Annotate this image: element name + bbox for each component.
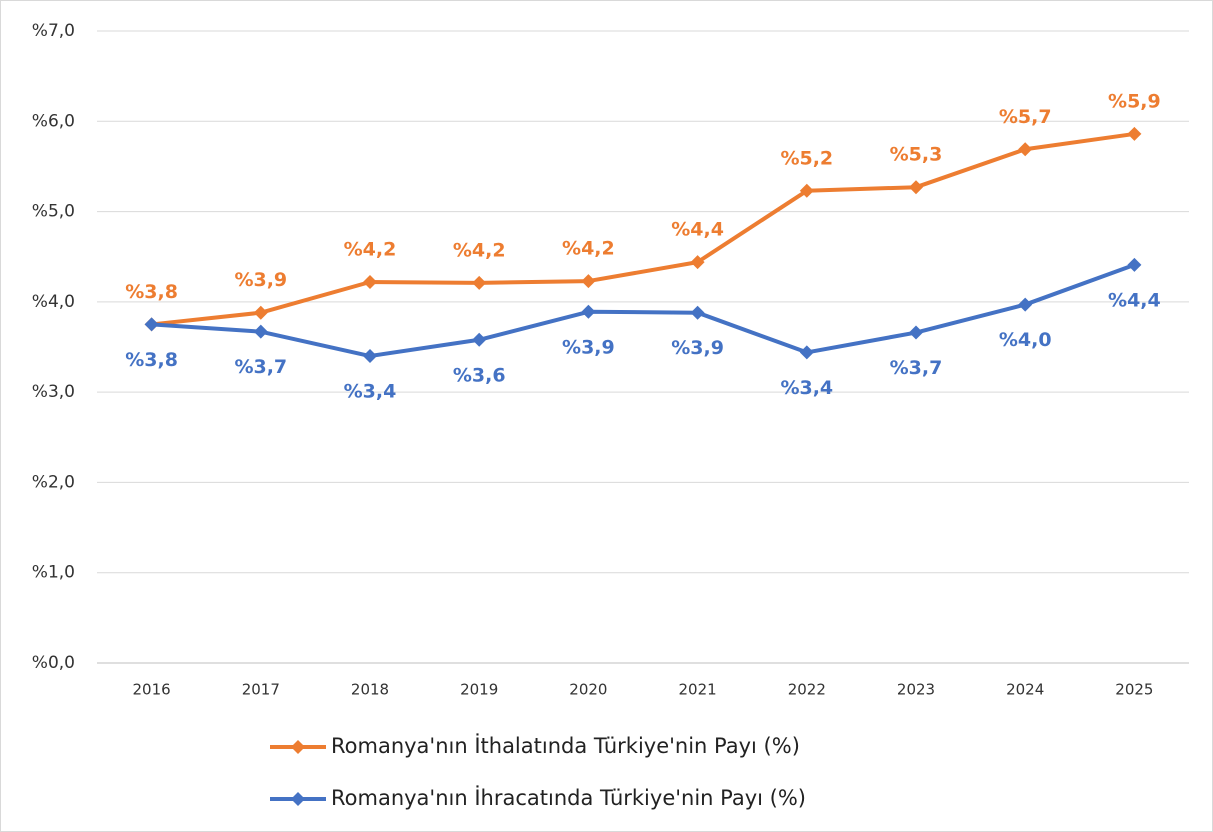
point-marker: [799, 345, 814, 360]
x-tick-label: 2022: [788, 681, 826, 699]
y-tick-label: %7,0: [32, 21, 75, 41]
y-tick-label: %5,0: [32, 202, 75, 222]
x-tick-label: 2021: [679, 681, 717, 699]
x-tick-label: 2020: [569, 681, 607, 699]
point-marker: [690, 255, 705, 270]
y-tick-label: %1,0: [32, 563, 75, 583]
y-tick-label: %3,0: [32, 382, 75, 402]
data-label: %4,0: [999, 329, 1052, 351]
series-line: [151, 262, 1136, 359]
x-tick-label: 2016: [133, 681, 171, 699]
point-marker: [144, 317, 159, 332]
point-marker: [1018, 297, 1033, 312]
point-marker: [472, 275, 487, 290]
data-label: %4,4: [1108, 289, 1161, 311]
point-marker: [581, 274, 596, 289]
data-label: %5,2: [780, 147, 833, 169]
data-label: %4,4: [671, 219, 724, 241]
legend-marker: [291, 792, 305, 806]
point-marker: [363, 349, 377, 364]
legend-label: Romanya'nın İhracatında Türkiye'nin Payı…: [331, 785, 806, 810]
data-label: %3,8: [125, 281, 178, 303]
data-label: %3,7: [890, 357, 943, 379]
data-label: %3,9: [234, 269, 287, 291]
y-tick-label: %2,0: [32, 472, 75, 492]
data-label: %4,2: [344, 238, 397, 260]
legend-label: Romanya'nın İthalatında Türkiye'nin Payı…: [331, 733, 800, 758]
x-tick-label: 2018: [351, 681, 389, 699]
x-tick-label: 2017: [242, 681, 280, 699]
y-tick-label: %4,0: [32, 292, 75, 312]
data-label: %5,3: [890, 144, 943, 166]
point-marker: [253, 305, 268, 320]
data-label: %4,2: [453, 239, 506, 261]
point-marker: [363, 274, 377, 289]
point-marker: [909, 180, 923, 195]
point-marker: [1018, 142, 1033, 157]
data-label: %4,2: [562, 238, 615, 260]
data-label: %5,7: [999, 106, 1052, 128]
x-tick-label: 2023: [897, 681, 935, 699]
data-label: %3,9: [562, 336, 615, 358]
y-tick-label: %0,0: [32, 653, 75, 673]
data-label: %5,9: [1108, 90, 1161, 112]
data-label: %3,6: [453, 364, 506, 386]
x-tick-label: 2024: [1006, 681, 1044, 699]
data-label: %3,7: [234, 356, 287, 378]
point-marker: [690, 305, 705, 320]
x-tick-label: 2019: [460, 681, 498, 699]
point-marker: [1127, 126, 1142, 141]
series-line: [151, 131, 1135, 327]
y-tick-label: %6,0: [32, 111, 75, 131]
point-marker: [253, 324, 268, 339]
data-label: %3,4: [780, 377, 833, 399]
point-marker: [799, 183, 814, 198]
data-label: %3,4: [344, 381, 397, 403]
point-marker: [1127, 257, 1142, 272]
data-label: %3,9: [671, 337, 724, 359]
legend-marker: [291, 740, 305, 754]
data-label: %3,8: [125, 349, 178, 371]
point-marker: [472, 332, 487, 347]
point-marker: [581, 304, 596, 319]
x-tick-label: 2025: [1115, 681, 1153, 699]
point-marker: [909, 325, 923, 340]
